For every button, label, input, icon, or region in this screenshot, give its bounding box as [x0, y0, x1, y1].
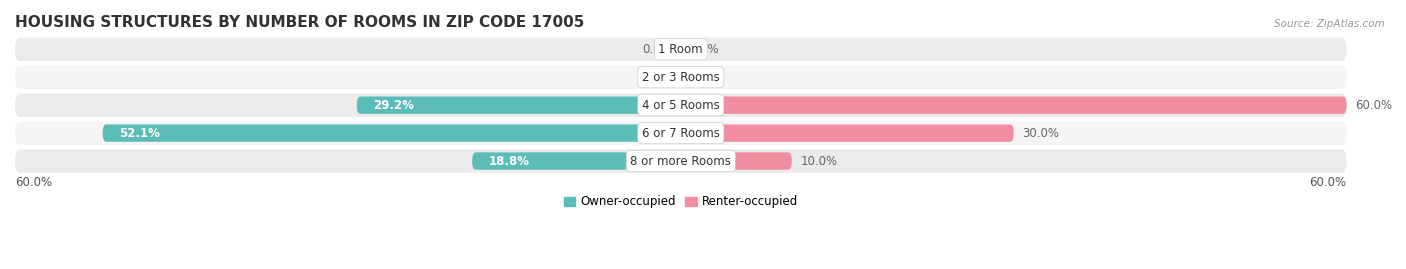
- Text: 18.8%: 18.8%: [489, 154, 530, 168]
- Text: Source: ZipAtlas.com: Source: ZipAtlas.com: [1274, 19, 1385, 29]
- Text: 10.0%: 10.0%: [800, 154, 838, 168]
- Text: 52.1%: 52.1%: [120, 127, 160, 140]
- FancyBboxPatch shape: [681, 152, 792, 170]
- FancyBboxPatch shape: [15, 66, 1347, 89]
- Text: 60.0%: 60.0%: [15, 176, 52, 189]
- FancyBboxPatch shape: [103, 125, 681, 142]
- Text: 4 or 5 Rooms: 4 or 5 Rooms: [643, 99, 720, 112]
- Text: 2 or 3 Rooms: 2 or 3 Rooms: [643, 71, 720, 84]
- Text: 0.0%: 0.0%: [643, 71, 672, 84]
- FancyBboxPatch shape: [472, 152, 681, 170]
- Text: 0.0%: 0.0%: [690, 71, 720, 84]
- Text: 60.0%: 60.0%: [1355, 99, 1392, 112]
- FancyBboxPatch shape: [357, 97, 681, 114]
- Text: 6 or 7 Rooms: 6 or 7 Rooms: [643, 127, 720, 140]
- FancyBboxPatch shape: [681, 125, 1014, 142]
- Text: 60.0%: 60.0%: [1309, 176, 1347, 189]
- FancyBboxPatch shape: [15, 38, 1347, 61]
- Text: 29.2%: 29.2%: [374, 99, 415, 112]
- FancyBboxPatch shape: [15, 93, 1347, 117]
- Text: 0.0%: 0.0%: [690, 43, 720, 56]
- Text: HOUSING STRUCTURES BY NUMBER OF ROOMS IN ZIP CODE 17005: HOUSING STRUCTURES BY NUMBER OF ROOMS IN…: [15, 15, 585, 30]
- Legend: Owner-occupied, Renter-occupied: Owner-occupied, Renter-occupied: [564, 195, 799, 208]
- Text: 8 or more Rooms: 8 or more Rooms: [630, 154, 731, 168]
- FancyBboxPatch shape: [15, 149, 1347, 173]
- FancyBboxPatch shape: [15, 121, 1347, 145]
- Text: 30.0%: 30.0%: [1022, 127, 1060, 140]
- Text: 1 Room: 1 Room: [658, 43, 703, 56]
- Text: 0.0%: 0.0%: [643, 43, 672, 56]
- FancyBboxPatch shape: [681, 97, 1347, 114]
